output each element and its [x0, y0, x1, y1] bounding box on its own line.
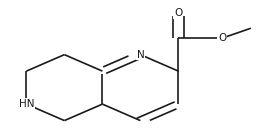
Text: O: O	[174, 8, 182, 18]
Text: O: O	[218, 33, 227, 43]
Text: N: N	[136, 50, 144, 60]
Text: HN: HN	[19, 99, 34, 109]
